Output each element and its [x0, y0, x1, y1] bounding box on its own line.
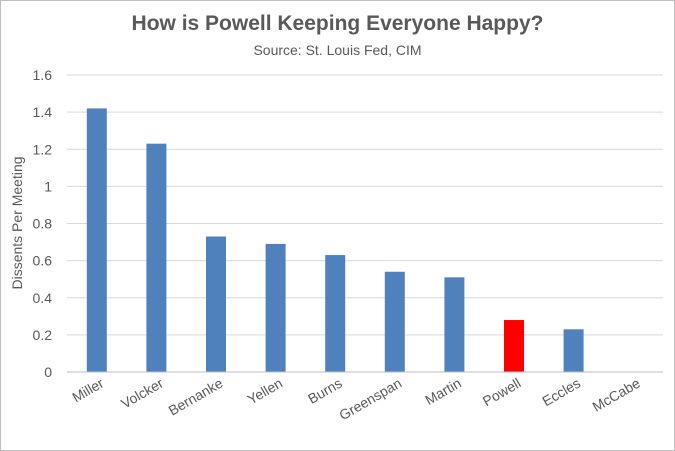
y-axis-label: Dissents Per Meeting: [9, 156, 25, 289]
x-tick-label: Yellen: [245, 375, 286, 408]
x-tick-label: Bernanke: [166, 375, 226, 419]
x-tick-label: Volcker: [118, 375, 166, 412]
bar-bernanke: [206, 236, 226, 372]
x-tick-label: Greenspan: [336, 375, 404, 423]
x-tick-label: Eccles: [539, 375, 583, 409]
y-tick-label: 1: [44, 178, 52, 194]
bar-volcker: [146, 143, 167, 372]
y-tick-label: 0.6: [33, 253, 53, 269]
x-tick-label: Martin: [422, 375, 464, 408]
bar-greenspan: [384, 271, 405, 372]
x-tick-label: Burns: [305, 375, 345, 407]
y-axis-ticks: 0 0.2 0.4 0.6 0.8 1 1.2 1.4 1.6: [33, 67, 53, 380]
y-tick-label: 1.6: [33, 67, 53, 83]
y-tick-label: 0.8: [33, 216, 53, 232]
bar-yellen: [265, 243, 286, 372]
bar-eccles: [563, 329, 584, 372]
y-tick-label: 0.4: [33, 290, 53, 306]
y-tick-label: 0: [44, 364, 52, 380]
x-axis-ticks: Miller Volcker Bernanke Yellen BurnsGreenspa…: [69, 375, 643, 424]
x-tick-label: Powell: [480, 375, 524, 409]
x-tick-label: Miller: [69, 375, 106, 406]
chart-title: How is Powell Keeping Everyone Happy?: [131, 12, 544, 35]
bar-miller: [86, 108, 107, 372]
bar-powell: [504, 320, 524, 372]
chart-subtitle: Source: St. Louis Fed, CIM: [253, 42, 422, 58]
bars: [86, 108, 584, 372]
y-tick-label: 1.4: [33, 104, 53, 120]
y-tick-label: 0.2: [33, 327, 53, 343]
x-tick-label: McCabe: [590, 375, 643, 415]
y-tick-label: 1.2: [33, 141, 53, 157]
bar-burns: [325, 255, 346, 372]
bar-martin: [444, 277, 465, 372]
